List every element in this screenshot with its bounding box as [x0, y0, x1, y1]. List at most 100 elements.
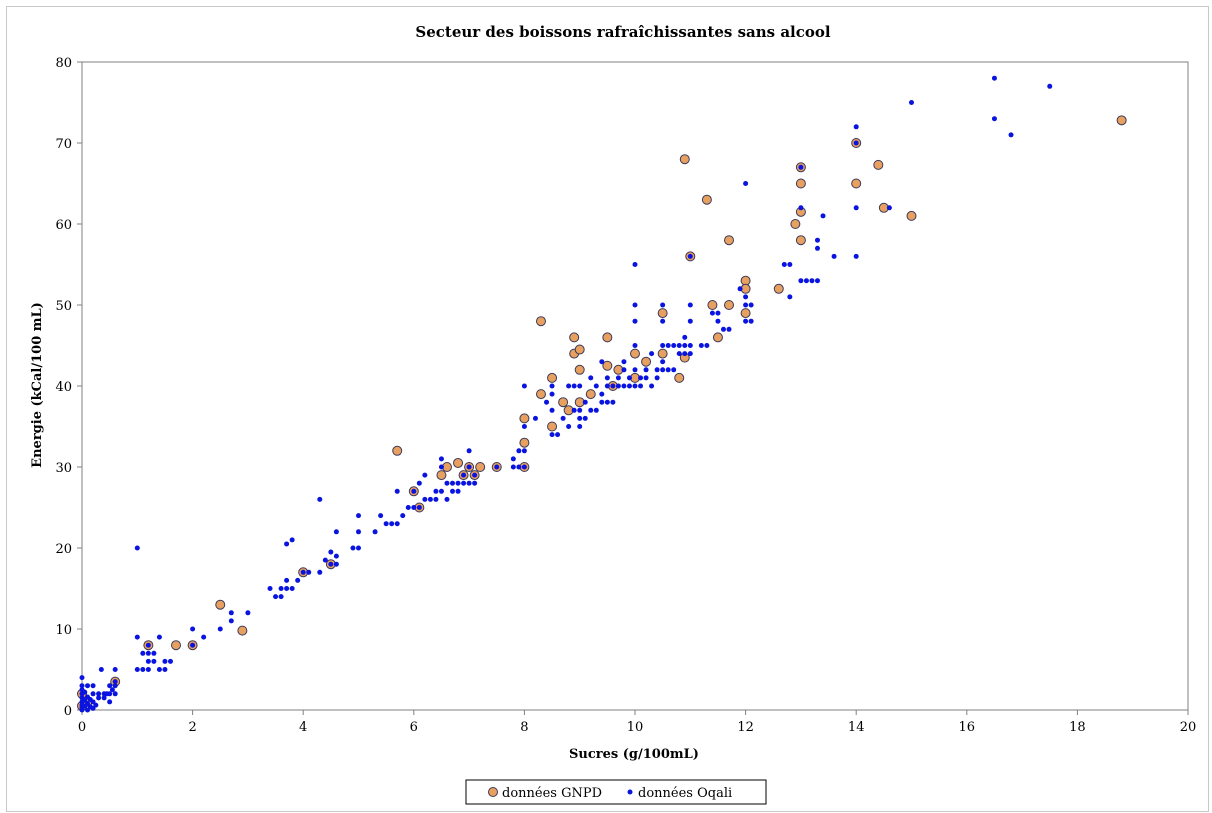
oqali-point — [549, 383, 555, 389]
oqali-point — [676, 343, 682, 348]
x-axis-title: Sucres (g/100mL) — [569, 747, 699, 762]
gnpd-point — [535, 316, 546, 327]
oqali-point — [455, 488, 461, 494]
oqali-point — [306, 569, 312, 575]
oqali-point — [588, 407, 594, 413]
y-tick-label: 10 — [55, 623, 72, 638]
gnpd-point — [724, 235, 735, 246]
legend-marker-oqali — [627, 789, 633, 795]
oqali-point — [649, 351, 655, 357]
oqali-point — [1047, 83, 1053, 89]
oqali-point — [466, 480, 472, 486]
oqali-point — [671, 367, 677, 373]
oqali-point — [90, 699, 96, 705]
oqali-point — [743, 302, 749, 308]
gnpd-point — [574, 364, 585, 375]
oqali-point — [284, 586, 290, 591]
gnpd-point — [740, 308, 751, 319]
oqali-point — [416, 505, 422, 510]
legend-item-gnpd: données GNPD — [488, 786, 602, 801]
gnpd-point — [906, 210, 917, 221]
oqali-point — [991, 116, 997, 122]
gnpd-point — [547, 372, 558, 383]
oqali-point — [803, 278, 809, 284]
oqali-point — [472, 480, 478, 486]
oqali-point — [98, 667, 104, 672]
y-tick-label: 50 — [55, 299, 72, 314]
oqali-point — [853, 205, 859, 211]
oqali-point — [145, 667, 151, 672]
oqali-point — [621, 367, 627, 373]
oqali-point — [284, 541, 290, 547]
oqali-point — [604, 383, 610, 389]
oqali-point — [289, 586, 295, 591]
oqali-point — [660, 367, 666, 373]
x-tick-label: 6 — [410, 720, 418, 735]
oqali-point — [96, 691, 102, 697]
oqali-point — [145, 642, 151, 648]
oqali-point — [560, 415, 566, 421]
oqali-point — [571, 407, 577, 413]
oqali-point — [333, 553, 339, 559]
oqali-point — [604, 375, 610, 381]
oqali-point — [472, 472, 478, 478]
oqali-point — [660, 343, 666, 348]
oqali-point — [284, 577, 290, 583]
x-tick-label: 16 — [959, 720, 976, 735]
gnpd-point — [475, 462, 486, 472]
oqali-point — [521, 424, 527, 429]
oqali-point — [85, 683, 91, 689]
oqali-point — [577, 407, 583, 413]
oqali-point — [521, 464, 527, 470]
oqali-point — [317, 569, 323, 575]
oqali-point — [532, 415, 538, 421]
oqali-point — [151, 658, 157, 664]
oqali-point — [593, 407, 599, 413]
oqali-point — [322, 557, 328, 563]
x-tick-label: 0 — [78, 720, 86, 735]
oqali-point — [356, 513, 361, 519]
gnpd-point — [392, 445, 403, 456]
oqali-point — [577, 415, 583, 421]
oqali-point — [671, 343, 677, 348]
oqali-point — [190, 626, 196, 632]
legend-label-gnpd: données GNPD — [502, 786, 602, 801]
oqali-point — [621, 383, 627, 389]
oqali-point — [831, 253, 837, 259]
oqali-point — [588, 375, 594, 381]
oqali-point — [687, 351, 693, 357]
oqali-point — [510, 456, 516, 462]
oqali-point — [720, 326, 726, 332]
oqali-point — [682, 351, 688, 357]
oqali-point — [743, 294, 749, 300]
oqali-point — [544, 399, 550, 405]
gnpd-point — [519, 437, 530, 448]
oqali-point — [566, 383, 572, 389]
oqali-point — [626, 375, 632, 381]
oqali-point — [743, 318, 749, 324]
y-tick-label: 0 — [64, 704, 72, 719]
oqali-point — [698, 343, 704, 348]
oqali-point — [566, 424, 572, 429]
oqali-point — [1008, 132, 1014, 138]
x-tick-label: 2 — [188, 720, 196, 735]
oqali-point — [787, 294, 793, 300]
oqali-point — [853, 253, 859, 259]
oqali-point — [278, 586, 284, 591]
y-tick-label: 70 — [55, 137, 72, 152]
gnpd-point — [790, 219, 801, 229]
x-tick-label: 14 — [848, 720, 865, 735]
oqali-point — [427, 496, 433, 502]
oqali-point — [571, 383, 577, 389]
oqali-point — [405, 505, 411, 510]
x-tick-label: 10 — [627, 720, 644, 735]
oqali-point — [317, 496, 323, 502]
gnpd-point — [773, 283, 784, 294]
gnpd-point — [215, 599, 226, 610]
oqali-point — [107, 691, 113, 697]
gnpd-point — [574, 344, 585, 355]
oqali-point — [289, 537, 295, 543]
oqali-point — [79, 683, 85, 689]
gnpd-point — [602, 360, 613, 371]
oqali-point — [632, 302, 638, 308]
